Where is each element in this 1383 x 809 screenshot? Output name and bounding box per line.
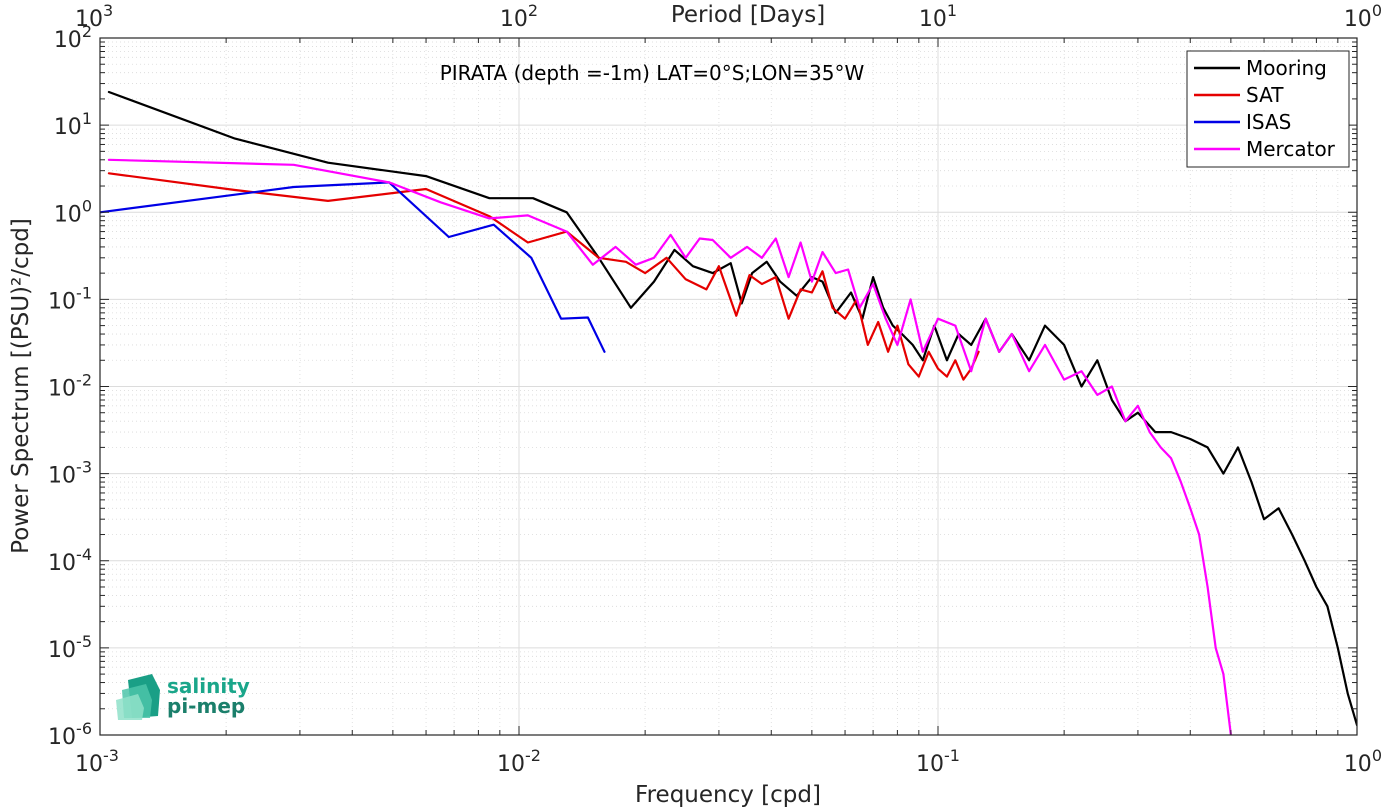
- y-tick-label-exponent: -6: [76, 719, 92, 738]
- y-tick-label: 10-2: [48, 371, 92, 402]
- legend-label-mooring: Mooring: [1246, 56, 1327, 80]
- y-tick-label-exponent: -5: [76, 632, 92, 651]
- y-tick-label-base: 10: [54, 202, 82, 227]
- y-tick-label-base: 10: [54, 115, 82, 140]
- legend-label-mercator: Mercator: [1246, 137, 1336, 161]
- top-tick-label: 103: [75, 1, 113, 32]
- logo-text-line1: salinity: [167, 674, 250, 698]
- x-tick-label-exponent: -3: [103, 746, 119, 765]
- y-axis-title: Power Spectrum [(PSU)²/cpd]: [8, 218, 34, 554]
- y-tick-label-base: 10: [48, 551, 76, 576]
- y-tick-label-base: 10: [48, 725, 76, 750]
- series-line-mercator: [107, 158, 1233, 735]
- y-tick-label: 10-4: [48, 545, 92, 576]
- x-tick-label: 10-3: [75, 746, 119, 777]
- x-tick-label-base: 10: [75, 752, 103, 777]
- x-tick-label-exponent: 0: [1372, 746, 1382, 765]
- y-tick-label-base: 10: [48, 377, 76, 402]
- x-tick-label-exponent: -2: [525, 746, 541, 765]
- x-axis-title: Frequency [cpd]: [635, 782, 821, 808]
- x-tick-label-base: 10: [497, 752, 525, 777]
- x-tick-label-base: 10: [1344, 752, 1372, 777]
- y-tick-label: 101: [54, 109, 92, 140]
- top-tick-label-base: 10: [1344, 7, 1372, 32]
- y-tick-label-base: 10: [48, 289, 76, 314]
- y-tick-label-exponent: 1: [82, 109, 92, 128]
- y-tick-label-base: 10: [48, 464, 76, 489]
- top-tick-label-exponent: 1: [947, 1, 957, 20]
- y-tick-label-base: 10: [54, 28, 82, 53]
- top-axis-title: Period [Days]: [671, 2, 825, 28]
- legend-box: [1186, 50, 1350, 168]
- legend-label-isas: ISAS: [1246, 110, 1291, 134]
- x-tick-label-exponent: -1: [944, 746, 960, 765]
- logo-text-line2: pi-mep: [167, 694, 245, 718]
- x-tick-label-base: 10: [916, 752, 944, 777]
- logo-wave-shape: [116, 694, 144, 720]
- y-tick-label: 10-1: [48, 283, 92, 314]
- top-tick-label: 100: [1344, 1, 1382, 32]
- top-tick-label-base: 10: [919, 7, 947, 32]
- y-tick-label-base: 10: [48, 638, 76, 663]
- y-tick-label-exponent: 0: [82, 196, 92, 215]
- legend: Mooring SAT ISAS Mercator: [1186, 50, 1350, 168]
- series-line-sat: [107, 172, 980, 381]
- legend-label-sat: SAT: [1246, 83, 1284, 107]
- salinity-pimep-logo: salinity pi-mep: [116, 674, 250, 720]
- y-tick-label-exponent: 2: [82, 22, 92, 41]
- top-tick-label-exponent: 0: [1372, 1, 1382, 20]
- top-tick-label: 101: [919, 1, 957, 32]
- x-tick-label: 10-1: [916, 746, 960, 777]
- y-tick-label-exponent: -3: [76, 458, 92, 477]
- y-tick-label: 10-6: [48, 719, 92, 750]
- series-layer: [100, 90, 1357, 735]
- top-tick-label-base: 10: [75, 7, 103, 32]
- top-tick-label: 102: [500, 1, 538, 32]
- series-line-isas: [100, 181, 606, 353]
- x-tick-label: 100: [1344, 746, 1382, 777]
- y-tick-label-exponent: -1: [76, 283, 92, 302]
- top-tick-label-base: 10: [500, 7, 528, 32]
- chart-title: PIRATA (depth =-1m) LAT=0°S;LON=35°W: [440, 61, 865, 85]
- y-tick-label: 100: [54, 196, 92, 227]
- x-tick-label: 10-2: [497, 746, 541, 777]
- tick-marks: [99, 37, 1358, 736]
- y-tick-label: 10-5: [48, 632, 92, 663]
- y-tick-label-exponent: -2: [76, 371, 92, 390]
- y-tick-label: 102: [54, 22, 92, 53]
- top-tick-label-exponent: 3: [103, 1, 113, 20]
- y-tick-label-exponent: -4: [76, 545, 92, 564]
- y-tick-label: 10-3: [48, 458, 92, 489]
- top-tick-label-exponent: 2: [528, 1, 538, 20]
